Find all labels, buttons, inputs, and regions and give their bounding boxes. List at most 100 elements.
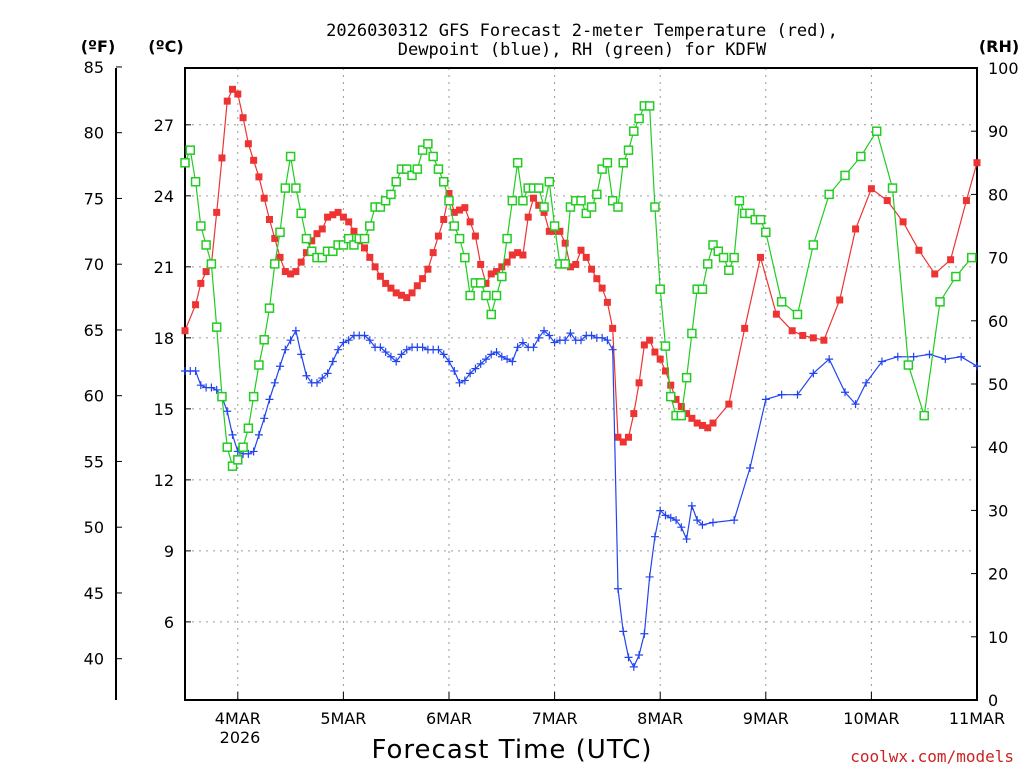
2-meter-temperature-point: [192, 301, 200, 309]
chart-subtitle: Dewpoint (blue), RH (green) for KDFW: [398, 40, 767, 60]
dewpoint-point: [471, 364, 480, 373]
dewpoint-line: [185, 329, 978, 669]
rh-point: [248, 391, 259, 402]
rh-point: [275, 227, 285, 238]
dewpoint-point: [381, 348, 390, 357]
dewpoint-point: [228, 430, 237, 439]
2-meter-temperature-point: [514, 249, 522, 257]
rh-point: [211, 322, 222, 332]
2-meter-temperature-point: [561, 239, 569, 247]
2-meter-temperature-point: [566, 263, 574, 271]
2-meter-temperature-point: [366, 253, 374, 261]
time-tick-label: 4MAR: [215, 709, 261, 728]
rh-point: [565, 202, 576, 212]
2-meter-temperature-point: [635, 379, 643, 387]
dewpoint-point: [270, 378, 279, 387]
rh-point: [507, 195, 518, 206]
2-meter-temperature-point: [772, 310, 780, 318]
2-meter-temperature-point: [651, 348, 659, 356]
2-meter-temperature-point: [609, 324, 617, 332]
2-meter-temperature-point: [672, 395, 680, 403]
dewpoint-point: [619, 627, 628, 636]
rh-point: [660, 341, 671, 351]
rh-point: [238, 442, 248, 452]
dewpoint-point: [445, 357, 453, 366]
celsius-tick-label: 15: [154, 400, 174, 419]
rh-tick-label: 10: [988, 628, 1008, 647]
2-meter-temperature-point: [757, 253, 765, 261]
rh-tick-label: 60: [988, 312, 1008, 331]
dewpoint-point: [540, 326, 549, 335]
dewpoint-point: [941, 355, 950, 364]
dewpoint-point: [455, 378, 464, 387]
2-meter-temperature-point: [339, 213, 347, 221]
2-meter-temperature-point: [741, 324, 749, 332]
celsius-tick-label: 6: [164, 613, 174, 632]
dewpoint-point: [862, 378, 871, 387]
data-series: [180, 85, 981, 671]
2-meter-temperature-point: [397, 291, 405, 299]
rh-point: [702, 259, 713, 269]
rh-point: [666, 391, 676, 402]
dewpoint-point: [635, 651, 644, 660]
2-meter-temperature-point: [640, 341, 648, 349]
dewpoint-point: [566, 329, 575, 338]
2-meter-temperature-point: [281, 268, 289, 276]
rh-point: [407, 170, 417, 181]
rh-point: [713, 246, 724, 257]
2-meter-temperature-point: [202, 268, 210, 276]
dewpoint-point: [629, 662, 638, 671]
dewpoint-point: [323, 369, 332, 378]
time-tick-label: 7MAR: [532, 709, 578, 728]
2-meter-temperature-point: [788, 327, 796, 335]
rh-point: [412, 164, 423, 174]
dewpoint-point: [476, 359, 485, 368]
2-meter-temperature-point: [931, 270, 939, 278]
rh-point: [417, 145, 428, 155]
rh-point: [486, 309, 496, 320]
rh-point: [544, 177, 555, 187]
rh-point: [903, 360, 914, 370]
dewpoint-point: [698, 520, 707, 529]
dewpoint-point: [492, 348, 501, 357]
2-meter-temperature-point: [487, 270, 495, 278]
x-axis-year-label: 2026: [220, 728, 261, 747]
2-meter-temperature-point: [820, 336, 828, 344]
dewpoint-point: [434, 345, 443, 354]
2-meter-temperature-point: [529, 194, 537, 202]
2-meter-temperature-point: [498, 263, 506, 271]
2-meter-temperature-point: [677, 402, 685, 410]
fahrenheit-tick-label: 75: [84, 189, 104, 208]
dewpoint-point: [545, 331, 554, 340]
dewpoint-point: [550, 338, 559, 347]
2-meter-temperature-point: [387, 284, 395, 292]
dewpoint-point: [487, 350, 496, 359]
2-meter-temperature-point: [250, 156, 258, 164]
rh-point: [607, 195, 618, 206]
dewpoint-point: [334, 345, 343, 354]
time-tick-label: 11MAR: [949, 709, 1005, 728]
rh-point: [433, 164, 444, 174]
celsius-tick-label: 27: [154, 116, 174, 135]
rh-point: [887, 183, 898, 193]
rh-point: [681, 372, 692, 383]
2-meter-temperature-point: [593, 275, 601, 283]
rh-point: [718, 252, 729, 263]
2-meter-temperature-point: [334, 208, 342, 216]
rh-point: [597, 164, 607, 174]
dewpoint-point: [265, 395, 274, 404]
dewpoint-point: [386, 352, 395, 361]
rh-point: [206, 259, 217, 269]
dewpoint-point: [645, 572, 654, 581]
2-meter-temperature-point: [308, 237, 316, 245]
rh-point: [391, 177, 401, 187]
dewpoint-point: [598, 333, 607, 342]
dewpoint-point: [339, 338, 348, 347]
rh-point: [919, 410, 929, 421]
2-meter-temperature-point: [318, 225, 326, 233]
2-meter-temperature-point: [419, 275, 427, 283]
rh-tick-label: 90: [988, 122, 1008, 141]
rh-point: [222, 442, 232, 452]
dewpoint-point: [276, 362, 285, 371]
